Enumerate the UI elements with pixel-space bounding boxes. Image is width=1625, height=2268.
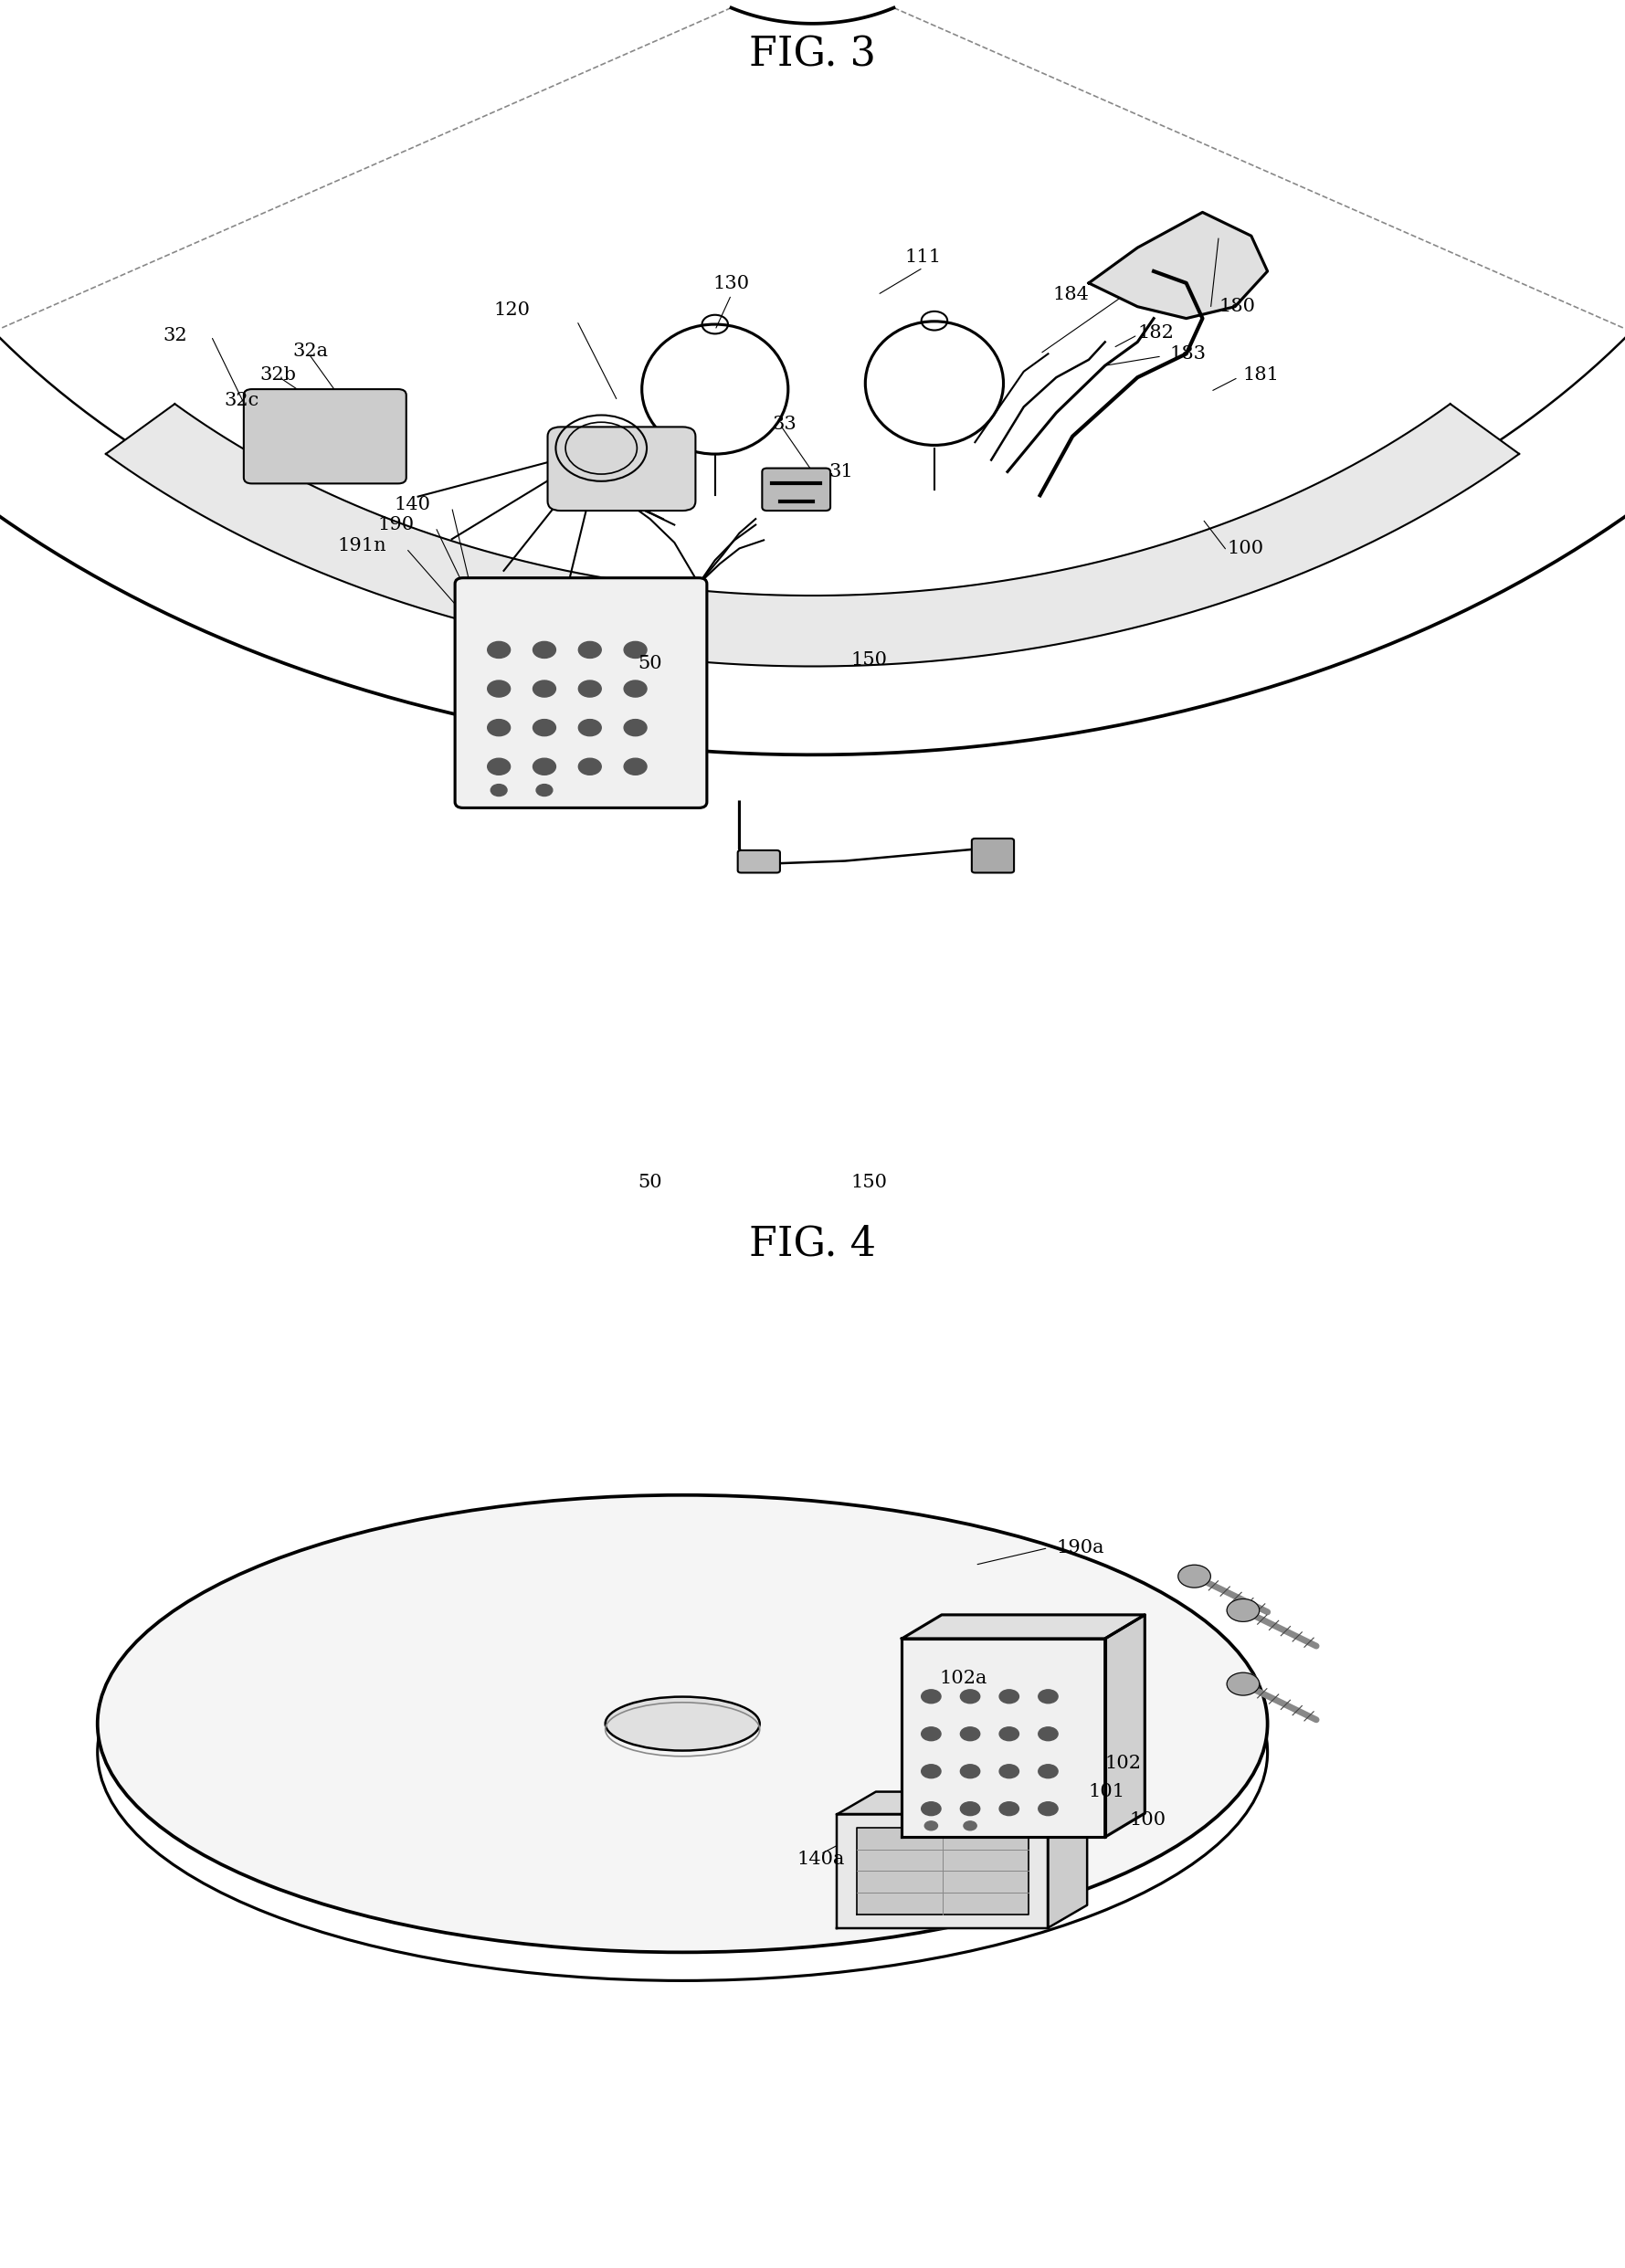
Circle shape bbox=[960, 1728, 980, 1742]
Text: 183: 183 bbox=[1170, 345, 1206, 363]
Circle shape bbox=[487, 680, 510, 696]
Circle shape bbox=[491, 785, 507, 796]
FancyBboxPatch shape bbox=[972, 839, 1014, 873]
Text: 190: 190 bbox=[377, 517, 414, 533]
Circle shape bbox=[624, 680, 647, 696]
Text: 32: 32 bbox=[162, 327, 187, 345]
Text: 50: 50 bbox=[639, 1175, 661, 1191]
Text: 184: 184 bbox=[1053, 286, 1089, 304]
Polygon shape bbox=[1089, 213, 1268, 318]
Text: 190a: 190a bbox=[1056, 1540, 1105, 1556]
Polygon shape bbox=[1105, 1615, 1144, 1837]
Circle shape bbox=[487, 719, 510, 735]
Circle shape bbox=[999, 1801, 1019, 1814]
Text: 33: 33 bbox=[772, 415, 796, 433]
Text: 100: 100 bbox=[1129, 1812, 1167, 1828]
Text: 111: 111 bbox=[905, 247, 941, 265]
Circle shape bbox=[1227, 1599, 1259, 1622]
Text: 150: 150 bbox=[852, 1175, 887, 1191]
Text: 32b: 32b bbox=[260, 367, 296, 383]
Ellipse shape bbox=[97, 1495, 1267, 1953]
FancyBboxPatch shape bbox=[455, 578, 707, 807]
Polygon shape bbox=[106, 404, 1519, 667]
Circle shape bbox=[578, 680, 601, 696]
Circle shape bbox=[925, 1821, 938, 1830]
Circle shape bbox=[1038, 1801, 1058, 1814]
Polygon shape bbox=[902, 1637, 1105, 1837]
Text: 100: 100 bbox=[1227, 540, 1264, 558]
Circle shape bbox=[533, 758, 556, 776]
Circle shape bbox=[624, 758, 647, 776]
Circle shape bbox=[1038, 1728, 1058, 1742]
Text: FIG. 4: FIG. 4 bbox=[749, 1225, 876, 1263]
Circle shape bbox=[960, 1801, 980, 1814]
Text: 180: 180 bbox=[1219, 297, 1254, 315]
Polygon shape bbox=[837, 1792, 1087, 1814]
Text: 120: 120 bbox=[494, 302, 530, 318]
Circle shape bbox=[624, 719, 647, 735]
Circle shape bbox=[487, 758, 510, 776]
FancyBboxPatch shape bbox=[548, 426, 696, 510]
Circle shape bbox=[960, 1690, 980, 1703]
Text: 50: 50 bbox=[639, 655, 661, 671]
Text: 102: 102 bbox=[1105, 1755, 1141, 1771]
Circle shape bbox=[1038, 1690, 1058, 1703]
Text: 101: 101 bbox=[1089, 1783, 1126, 1801]
Circle shape bbox=[487, 642, 510, 658]
Circle shape bbox=[921, 1690, 941, 1703]
Circle shape bbox=[921, 1728, 941, 1742]
FancyBboxPatch shape bbox=[762, 467, 830, 510]
Circle shape bbox=[999, 1690, 1019, 1703]
Ellipse shape bbox=[604, 1696, 759, 1751]
Circle shape bbox=[1227, 1674, 1259, 1696]
FancyBboxPatch shape bbox=[244, 390, 406, 483]
Text: 32c: 32c bbox=[224, 392, 260, 411]
Text: 140: 140 bbox=[395, 497, 431, 513]
Polygon shape bbox=[837, 1814, 1048, 1928]
Text: 130: 130 bbox=[713, 274, 749, 293]
Circle shape bbox=[960, 1765, 980, 1778]
Text: 181: 181 bbox=[1243, 367, 1279, 383]
Text: FIG. 3: FIG. 3 bbox=[749, 36, 876, 75]
Polygon shape bbox=[902, 1615, 1144, 1637]
Circle shape bbox=[921, 1765, 941, 1778]
Circle shape bbox=[1178, 1565, 1211, 1588]
FancyBboxPatch shape bbox=[738, 850, 780, 873]
Text: 191n: 191n bbox=[338, 538, 387, 556]
Circle shape bbox=[921, 1801, 941, 1814]
Polygon shape bbox=[1048, 1792, 1087, 1928]
Text: 31: 31 bbox=[829, 463, 853, 481]
Polygon shape bbox=[856, 1828, 1029, 1914]
Circle shape bbox=[536, 785, 552, 796]
Circle shape bbox=[578, 719, 601, 735]
Circle shape bbox=[624, 642, 647, 658]
Circle shape bbox=[999, 1728, 1019, 1742]
Circle shape bbox=[1038, 1765, 1058, 1778]
Circle shape bbox=[578, 642, 601, 658]
Text: 140a: 140a bbox=[796, 1851, 845, 1869]
Text: 150: 150 bbox=[852, 651, 887, 669]
Text: 182: 182 bbox=[1138, 324, 1173, 340]
Circle shape bbox=[964, 1821, 977, 1830]
Circle shape bbox=[999, 1765, 1019, 1778]
Circle shape bbox=[578, 758, 601, 776]
Circle shape bbox=[533, 680, 556, 696]
Text: 32a: 32a bbox=[292, 342, 328, 361]
Text: 102a: 102a bbox=[939, 1669, 986, 1687]
Circle shape bbox=[533, 642, 556, 658]
Circle shape bbox=[533, 719, 556, 735]
